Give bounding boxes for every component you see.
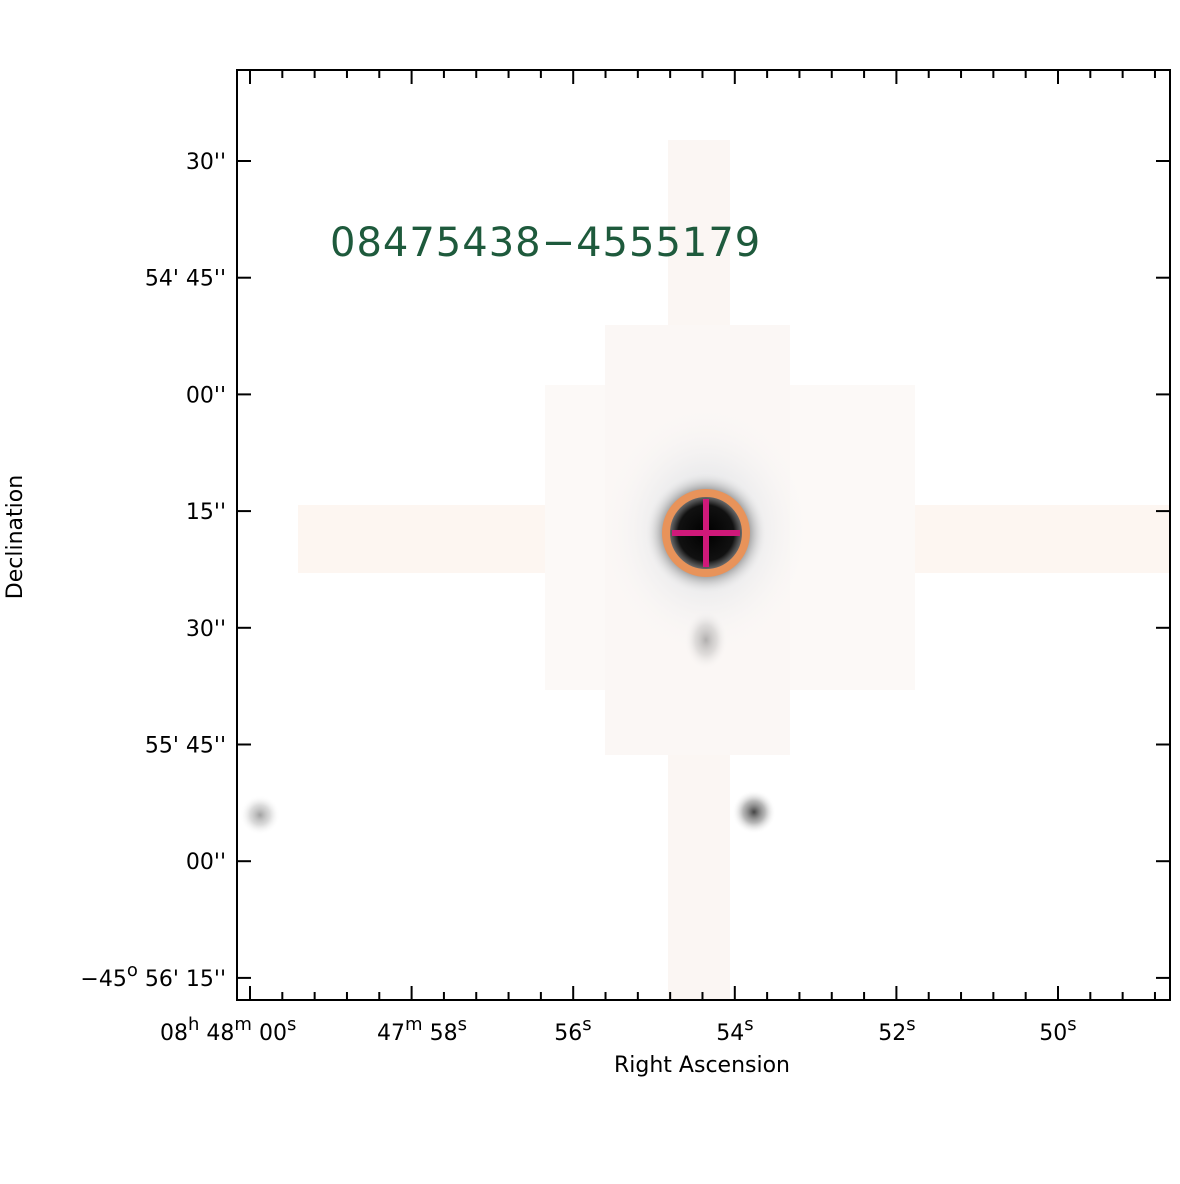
tick-text: 00 bbox=[252, 1021, 287, 1046]
image bbox=[240, 140, 1170, 1000]
object-name: 08475438−4555179 bbox=[330, 220, 761, 266]
tick-text: 15'' bbox=[186, 500, 226, 525]
tick-label: 54' 45'' bbox=[145, 267, 226, 292]
frame bbox=[236, 69, 1171, 1001]
superscript: m bbox=[405, 1014, 423, 1035]
tick-text: 08 bbox=[160, 1021, 188, 1046]
tick-text: 52 bbox=[878, 1021, 906, 1046]
tick-text: 47 bbox=[377, 1021, 405, 1046]
tick-text: 50 bbox=[1039, 1021, 1067, 1046]
tick-label: 54s bbox=[716, 1014, 753, 1046]
tick-label: 08h 48m 00s bbox=[160, 1014, 296, 1046]
tick-label: 30'' bbox=[186, 150, 226, 175]
superscript: s bbox=[458, 1014, 467, 1035]
tick-text: 54 bbox=[716, 1021, 744, 1046]
superscript: m bbox=[234, 1014, 252, 1035]
superscript: s bbox=[1067, 1014, 1076, 1035]
superscript: s bbox=[582, 1014, 591, 1035]
y-axis-label: Declination bbox=[3, 475, 28, 599]
x-axis-label: Right Ascension bbox=[614, 1053, 790, 1078]
tick-label: 15'' bbox=[186, 500, 226, 525]
tick-label: 00'' bbox=[186, 850, 226, 875]
tick-label: 56s bbox=[554, 1014, 591, 1046]
superscript: s bbox=[906, 1014, 915, 1035]
superscript: s bbox=[287, 1014, 296, 1035]
tick-text: 30'' bbox=[186, 150, 226, 175]
aperture-circle bbox=[662, 489, 750, 577]
tick-text: −45 bbox=[80, 967, 126, 992]
tick-label: 30'' bbox=[186, 617, 226, 642]
tick-text: 30'' bbox=[186, 617, 226, 642]
superscript: s bbox=[744, 1014, 753, 1035]
tick-label: 47m 58s bbox=[377, 1014, 467, 1046]
superscript: o bbox=[127, 960, 138, 981]
tick-label: 52s bbox=[878, 1014, 915, 1046]
tick-text: 48 bbox=[199, 1021, 234, 1046]
superscript: h bbox=[188, 1014, 199, 1035]
tick-label: 50s bbox=[1039, 1014, 1076, 1046]
tick-text: 55' 45'' bbox=[145, 734, 226, 759]
tick-text: 00'' bbox=[186, 383, 226, 408]
tick-text: 58 bbox=[423, 1021, 458, 1046]
tick-text: 56' 15'' bbox=[138, 967, 226, 992]
tick-text: 00'' bbox=[186, 850, 226, 875]
tick-label: −45o 56' 15'' bbox=[80, 960, 226, 992]
tick-label: 55' 45'' bbox=[145, 734, 226, 759]
tick-text: 56 bbox=[554, 1021, 582, 1046]
tick-label: 00'' bbox=[186, 383, 226, 408]
tick-text: 54' 45'' bbox=[145, 267, 226, 292]
